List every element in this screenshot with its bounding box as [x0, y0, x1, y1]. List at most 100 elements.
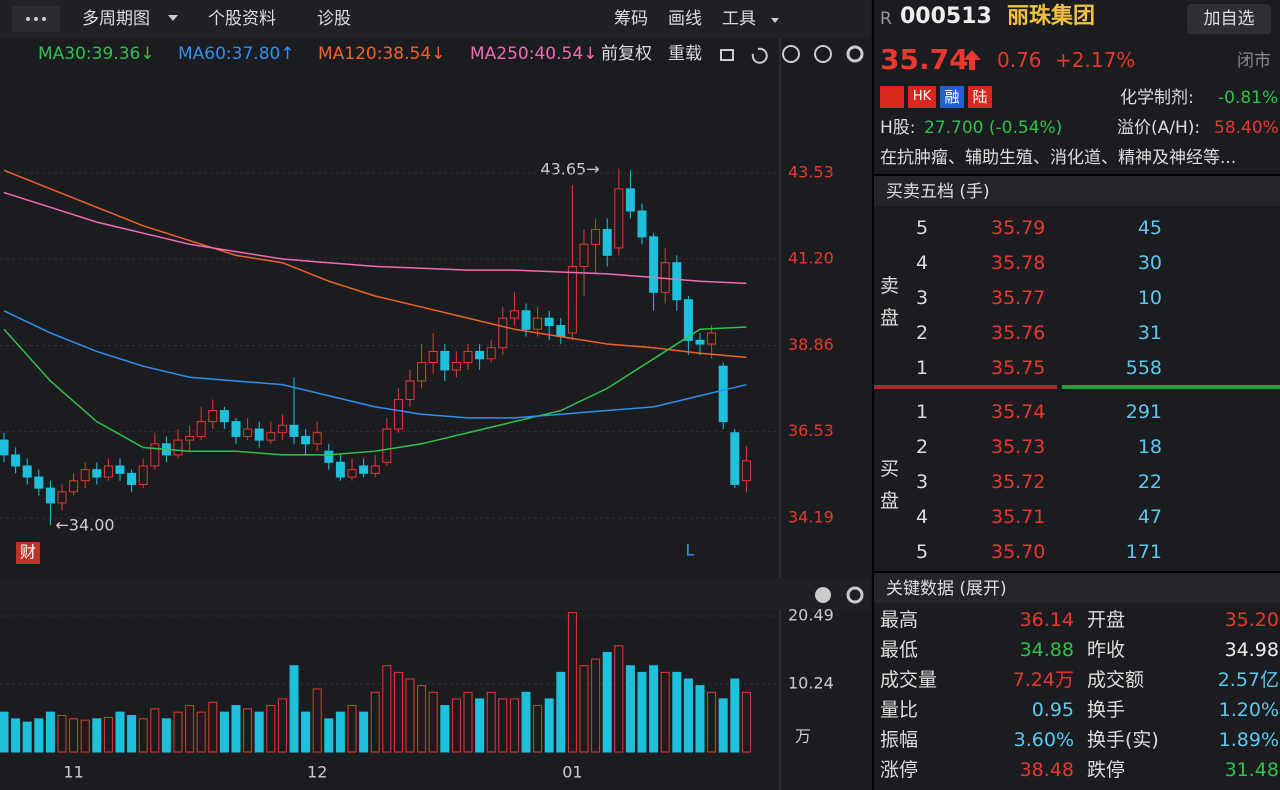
key-value: 0.95 [1031, 699, 1074, 721]
dot [34, 17, 38, 21]
volume-bar [649, 665, 659, 753]
candle-body [405, 380, 415, 400]
ma-legend: MA30:39.36↓ [38, 44, 155, 64]
settings-icon[interactable] [846, 586, 864, 604]
arrow [963, 50, 981, 70]
candle-body [92, 469, 102, 478]
volume-bar [637, 671, 647, 753]
candle-body [150, 443, 160, 467]
volume-bar [440, 705, 450, 753]
volume-tick-label: 20.49 [788, 606, 834, 625]
quantity: 171 [1125, 541, 1162, 563]
quantity: 45 [1137, 217, 1162, 239]
price: 35.79 [991, 217, 1046, 239]
volume-bar [359, 711, 369, 753]
tab[interactable]: 个股资料 [208, 9, 276, 29]
zoom-in-icon[interactable] [782, 45, 800, 63]
ma-line [3, 191, 747, 285]
volume-bar [254, 711, 264, 753]
candle-body [556, 325, 566, 338]
volume-bar [80, 719, 90, 753]
close-icon[interactable] [815, 587, 831, 603]
candle-body [417, 362, 427, 382]
level: 4 [916, 252, 929, 274]
level: 5 [916, 541, 929, 563]
volume-bar [382, 665, 392, 753]
y-tick-label: 43.53 [788, 162, 834, 181]
sell-bar [874, 385, 1057, 389]
candle-body [509, 310, 519, 319]
description: 在抗肿瘤、辅助生殖、消化道、精神及神经等... [880, 148, 1237, 168]
industry[interactable]: 化学制剂: [1120, 88, 1194, 108]
level: 3 [916, 287, 929, 309]
volume-unit: 万 [795, 727, 811, 746]
volume-bar [718, 698, 728, 753]
add-watchlist[interactable]: 加自选 [1187, 4, 1271, 34]
zoom-out-icon[interactable] [814, 45, 832, 63]
ma-line [3, 310, 747, 419]
volume-bar [173, 711, 183, 753]
chart-tool[interactable]: 前复权 [601, 44, 652, 64]
candle-body [0, 439, 9, 456]
undo-icon[interactable] [751, 47, 768, 64]
tab[interactable]: 多周期图 [82, 9, 150, 29]
volume-bar [730, 678, 740, 753]
settings-icon[interactable] [846, 45, 864, 63]
candle-body [219, 410, 229, 423]
quantity: 291 [1125, 401, 1162, 423]
volume-bar [115, 711, 125, 753]
candle-body [324, 450, 334, 463]
volume-bar [428, 691, 438, 753]
key-value: 38.48 [1019, 759, 1074, 781]
key-label: 昨收 [1087, 639, 1126, 661]
key-value: 34.98 [1224, 639, 1279, 661]
volume-bar [103, 716, 113, 753]
y-tick-label: 36.53 [788, 421, 834, 440]
volume-bar [138, 718, 148, 753]
tool[interactable]: 工具 [722, 9, 756, 29]
volume-bar [57, 715, 67, 753]
candle-body [22, 465, 32, 478]
volume-bar [579, 665, 589, 753]
volume-bar [185, 705, 195, 753]
candle-body [335, 461, 345, 478]
volume-bar [683, 678, 693, 753]
volume-bar [301, 711, 311, 753]
tool[interactable]: 画线 [668, 9, 702, 29]
candle-body [208, 410, 218, 423]
candle-body [196, 421, 206, 437]
lock-icon[interactable] [720, 49, 734, 61]
section-title[interactable]: 关键数据 (展开) [886, 579, 1007, 599]
badge: 财 [20, 543, 36, 562]
volume-bar [567, 612, 577, 753]
candle-body [428, 350, 438, 364]
volume-bar [312, 688, 322, 753]
premium-label: 溢价(A/H): [1117, 118, 1201, 138]
dot [26, 17, 30, 21]
tab[interactable]: 诊股 [317, 9, 351, 29]
volume-bar [509, 698, 519, 753]
quantity: 31 [1137, 322, 1162, 344]
change-pct: +2.17% [1055, 48, 1136, 72]
candle-body [45, 487, 55, 504]
status: 闭市 [1237, 51, 1271, 71]
volume-bar [591, 658, 601, 753]
volume-bar [324, 718, 334, 753]
candle-body [730, 432, 740, 485]
candle-body [266, 432, 276, 441]
price: 35.74 [880, 43, 969, 76]
tool[interactable]: 筹码 [614, 9, 648, 29]
candle-body [614, 188, 624, 249]
sell-label: 卖盘 [880, 275, 900, 329]
candle-body [475, 350, 485, 360]
price: 35.72 [991, 471, 1046, 493]
candle-body [672, 262, 682, 301]
candle-body [382, 428, 392, 463]
candle-body [498, 317, 508, 349]
flag-icon [880, 86, 904, 108]
price: 35.71 [991, 506, 1046, 528]
level: 1 [916, 401, 929, 423]
x-tick-label: 11 [63, 763, 83, 782]
chart-tool[interactable]: 重载 [668, 44, 702, 64]
price: 35.76 [991, 322, 1046, 344]
